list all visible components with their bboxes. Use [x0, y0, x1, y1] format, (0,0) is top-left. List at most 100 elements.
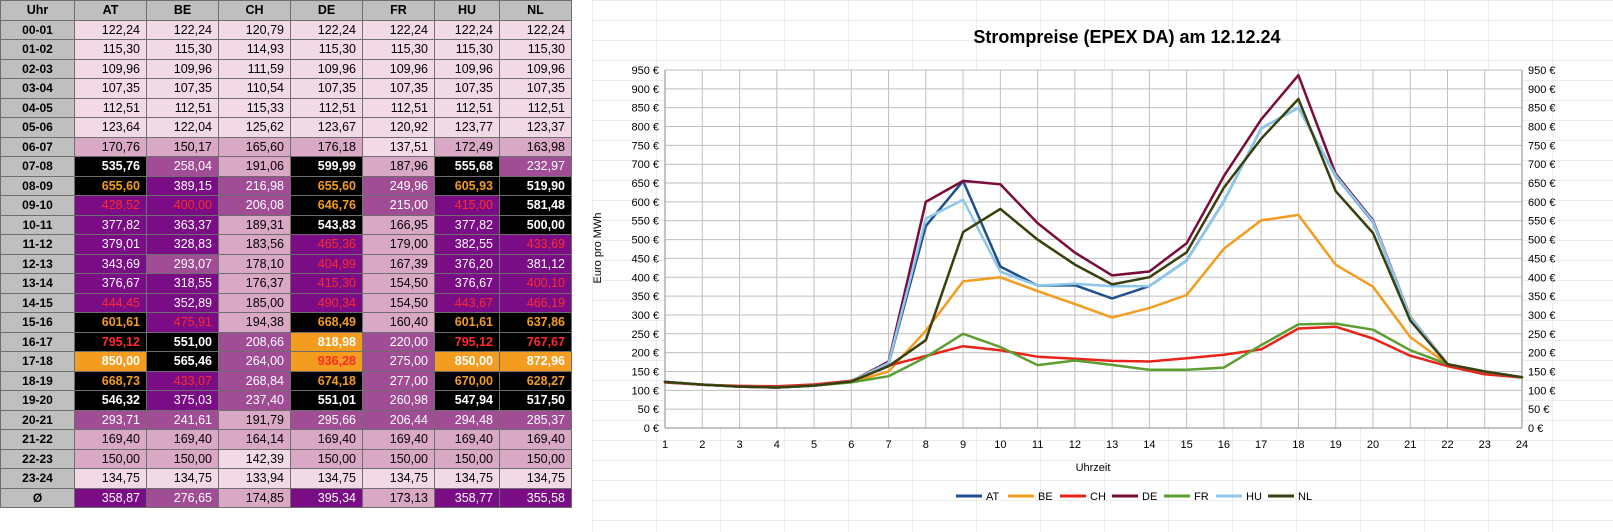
country-column-header: BE	[146, 0, 219, 21]
price-cell: 166,95	[362, 214, 435, 235]
price-cell: 134,75	[146, 468, 219, 489]
price-cell: 123,64	[74, 117, 147, 138]
price-cell: 551,00	[146, 331, 219, 352]
price-cell: 318,55	[146, 273, 219, 294]
price-cell: 358,77	[434, 487, 500, 508]
price-cell: 433,07	[146, 370, 219, 391]
x-tick-label: 6	[848, 439, 854, 451]
hour-label: 14-15	[0, 292, 75, 313]
price-cell: 115,30	[499, 39, 572, 60]
x-tick-label: 23	[1479, 439, 1491, 451]
price-cell: 352,89	[146, 292, 219, 313]
legend-label: HU	[1246, 491, 1262, 503]
price-cell: 169,40	[74, 429, 147, 450]
y-tick-label-right: 650 €	[1528, 178, 1556, 190]
hour-label: 11-12	[0, 234, 75, 255]
price-cell: 519,90	[499, 175, 572, 196]
price-cell: 375,03	[146, 390, 219, 411]
hour-row: 17-18 850,00 565,46 264,00 936,28 275,00 850,0…	[0, 351, 572, 372]
price-cell: 134,75	[362, 468, 435, 489]
price-cell: 150,00	[499, 448, 572, 469]
price-cell: 285,37	[499, 409, 572, 430]
price-cell: 358,87	[74, 487, 147, 508]
price-cell: 377,82	[434, 214, 500, 235]
price-cell: 107,35	[146, 78, 219, 99]
price-cell: 137,51	[362, 136, 435, 157]
price-cell: 655,60	[74, 175, 147, 196]
hour-row: 18-19 668,73 433,07 268,84 674,18 277,00 670,0…	[0, 370, 572, 391]
price-cell: 194,38	[218, 312, 291, 333]
price-cell: 112,51	[290, 97, 363, 118]
price-cell: 150,00	[434, 448, 500, 469]
y-tick-label-left: 350 €	[631, 291, 659, 303]
hour-label: 21-22	[0, 429, 75, 450]
x-tick-label: 9	[960, 439, 966, 451]
price-cell: 176,18	[290, 136, 363, 157]
hour-label: 05-06	[0, 117, 75, 138]
price-cell: 601,61	[434, 312, 500, 333]
price-cell: 176,37	[218, 273, 291, 294]
price-cell: 565,46	[146, 351, 219, 372]
hour-row: 19-20 546,32 375,03 237,40 551,01 260,98 547,9…	[0, 390, 572, 411]
hour-row: 02-03 109,96 109,96 111,59 109,96 109,96 109,9…	[0, 58, 572, 79]
hour-label: 00-01	[0, 19, 75, 40]
hour-label: 15-16	[0, 312, 75, 333]
price-cell: 376,67	[74, 273, 147, 294]
price-cell: 120,92	[362, 117, 435, 138]
price-cell: 605,93	[434, 175, 500, 196]
price-cell: 123,37	[499, 117, 572, 138]
hour-row: 05-06 123,64 122,04 125,62 123,67 120,92 123,7…	[0, 117, 572, 138]
price-cell: 109,96	[434, 58, 500, 79]
country-column-header: AT	[74, 0, 147, 21]
series-line-nl	[663, 97, 1524, 389]
price-cell: 415,30	[290, 273, 363, 294]
price-cell: 376,67	[434, 273, 500, 294]
price-cell: 150,00	[290, 448, 363, 469]
price-cell: 818,98	[290, 331, 363, 352]
plot-area: 0 € 0 € 50 € 50 € 100 € 100 € 150 € 150 € 200 € 2…	[631, 65, 1555, 451]
x-tick-label: 8	[923, 439, 929, 451]
hour-row: 10-11 377,82 363,37 189,31 543,83 166,95 377,8…	[0, 214, 572, 235]
price-cell: 444,45	[74, 292, 147, 313]
y-tick-label-right: 800 €	[1528, 122, 1556, 134]
y-tick-label-right: 750 €	[1528, 140, 1556, 152]
y-tick-label-left: 800 €	[631, 122, 659, 134]
price-cell: 343,69	[74, 253, 147, 274]
price-cell: 249,96	[362, 175, 435, 196]
table-body: 00-01 122,24 122,24 120,79 122,24 122,24 122,2…	[0, 19, 572, 508]
price-cell: 107,35	[499, 78, 572, 99]
price-cell: 169,40	[362, 429, 435, 450]
hour-label: 08-09	[0, 175, 75, 196]
hour-label: 19-20	[0, 390, 75, 411]
price-cell: 164,14	[218, 429, 291, 450]
price-cell: 187,96	[362, 156, 435, 177]
x-tick-label: 19	[1330, 439, 1342, 451]
chart-legend: AT BE CH DE FR HU NL	[956, 491, 1312, 503]
price-cell: 122,24	[290, 19, 363, 40]
x-tick-label: 21	[1404, 439, 1416, 451]
price-cell: 363,37	[146, 214, 219, 235]
price-cell: 115,33	[218, 97, 291, 118]
price-cell: 122,24	[74, 19, 147, 40]
price-cell: 535,76	[74, 156, 147, 177]
price-cell: 232,97	[499, 156, 572, 177]
price-cell: 109,96	[146, 58, 219, 79]
price-cell: 400,10	[499, 273, 572, 294]
y-tick-label-right: 250 €	[1528, 329, 1556, 341]
legend-label: NL	[1298, 491, 1312, 503]
price-table: Uhr AT BE CH DE FR HU NL 00-01 122,24 122,24 120,…	[0, 0, 572, 508]
x-axis-label: Uhrzeit	[1076, 462, 1111, 474]
price-cell: 107,35	[290, 78, 363, 99]
y-tick-label-right: 50 €	[1528, 404, 1549, 416]
plot-background	[665, 70, 1522, 428]
price-cell: 490,34	[290, 292, 363, 313]
price-cell: 115,30	[290, 39, 363, 60]
x-tick-label: 2	[699, 439, 705, 451]
hour-row: 20-21 293,71 241,61 191,79 295,66 206,44 294,4…	[0, 409, 572, 430]
y-tick-label-left: 550 €	[631, 216, 659, 228]
price-cell: 260,98	[362, 390, 435, 411]
price-cell: 551,01	[290, 390, 363, 411]
country-column-header: FR	[362, 0, 435, 21]
y-tick-label-right: 850 €	[1528, 103, 1556, 115]
price-cell: 185,00	[218, 292, 291, 313]
